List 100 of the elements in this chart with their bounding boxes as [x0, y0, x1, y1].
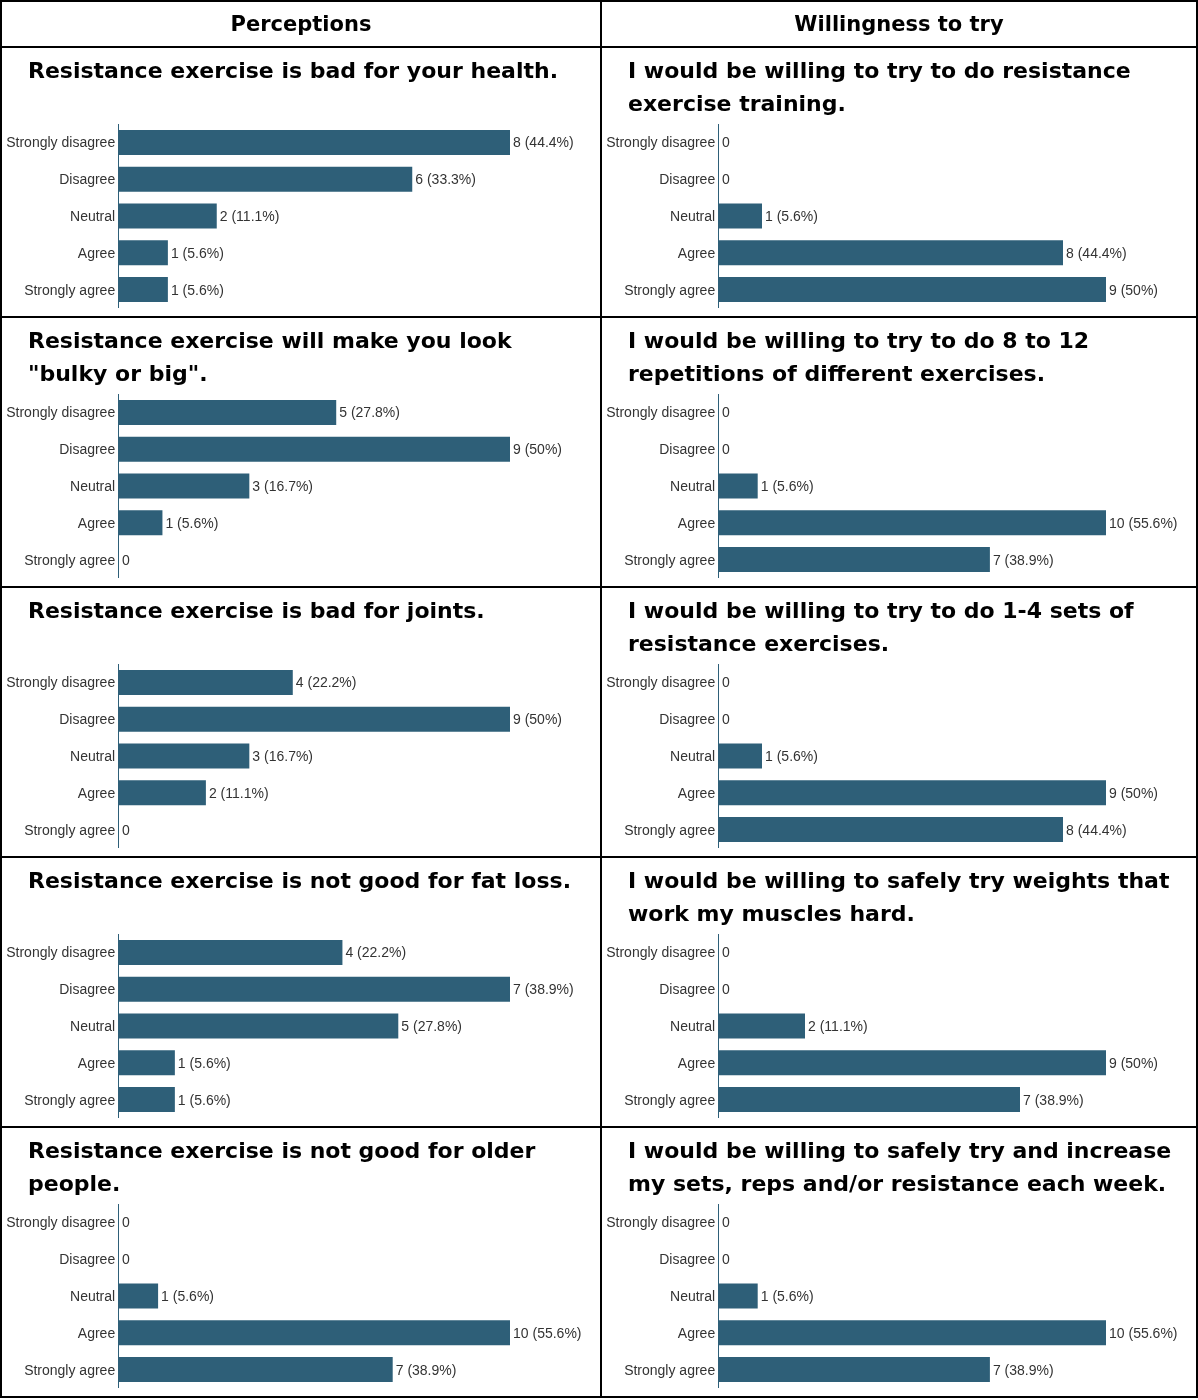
data-label: 3 (16.7%) — [252, 748, 314, 764]
y-tick-label: Agree — [77, 784, 116, 801]
y-tick-label: Strongly agree — [624, 551, 716, 568]
data-label: 1 (5.6%) — [177, 1091, 231, 1108]
y-tick-label: Strongly agree — [624, 281, 716, 298]
data-label: 4 (22.2%) — [345, 944, 407, 961]
y-tick-label: Disagree — [659, 1251, 716, 1268]
y-tick-label: Agree — [677, 1054, 716, 1071]
y-tick-label: Disagree — [659, 171, 716, 188]
y-tick-label: Neutral — [670, 207, 716, 224]
y-tick-label: Agree — [77, 514, 116, 531]
data-label: 1 (5.6%) — [760, 1288, 814, 1304]
data-label: 3 (16.7%) — [252, 478, 314, 494]
data-label: 8 (44.4%) — [1066, 244, 1127, 261]
y-tick-label: Strongly agree — [24, 551, 116, 568]
y-tick-label: Strongly disagree — [606, 674, 716, 691]
y-tick-label: Strongly disagree — [606, 404, 716, 421]
data-label: 0 — [722, 674, 730, 691]
data-label: 10 (55.6%) — [1109, 514, 1178, 531]
data-label: 1 (5.6%) — [165, 514, 219, 531]
chart-title: Resistance exercise is bad for joints. — [27, 597, 486, 625]
text: Willingness to try — [601, 1, 1197, 47]
y-tick-label: Strongly agree — [624, 821, 716, 838]
data-label: 0 — [722, 711, 730, 728]
y-tick-label: Strongly disagree — [6, 674, 116, 691]
data-label: 1 (5.6%) — [765, 208, 818, 224]
data-label: 0 — [722, 944, 730, 961]
chart-title: I would be willing to try to do 8 to 12 repetitions of different exercises. — [627, 327, 1091, 388]
data-label: 0 — [722, 1214, 730, 1231]
data-label: 10 (55.6%) — [1109, 1324, 1178, 1341]
chart-title: I would be willing to try to do resistance exercise training. — [627, 57, 1132, 118]
y-tick-label: Strongly disagree — [606, 944, 716, 961]
data-label: 2 (11.1%) — [808, 1018, 868, 1034]
data-label: 7 (38.9%) — [992, 1361, 1054, 1378]
data-label: 5 (27.8%) — [339, 404, 400, 421]
data-label: 0 — [722, 404, 730, 421]
y-tick-label: Disagree — [59, 171, 116, 188]
y-tick-label: Agree — [77, 244, 116, 261]
y-tick-label: Strongly agree — [624, 1091, 716, 1108]
y-tick-label: Strongly agree — [24, 1361, 116, 1378]
data-label: 1 (5.6%) — [765, 748, 818, 764]
data-label: 8 (44.4%) — [1066, 821, 1127, 838]
y-tick-label: Neutral — [70, 207, 116, 224]
data-label: 0 — [122, 1214, 130, 1231]
y-tick-label: Strongly agree — [24, 1091, 116, 1108]
data-label: 9 (50%) — [513, 711, 563, 728]
data-label: 5 (27.8%) — [401, 1018, 462, 1034]
y-tick-label: Neutral — [670, 1017, 716, 1034]
data-label: 9 (50%) — [1109, 784, 1159, 801]
y-tick-label: Neutral — [670, 747, 716, 764]
y-tick-label: Disagree — [59, 981, 116, 998]
y-tick-label: Disagree — [59, 441, 116, 458]
data-label: 9 (50%) — [1109, 1054, 1159, 1071]
y-tick-label: Disagree — [59, 1251, 116, 1268]
data-label: 1 (5.6%) — [760, 478, 814, 494]
data-label: 10 (55.6%) — [513, 1324, 582, 1341]
y-tick-label: Strongly agree — [624, 1361, 716, 1378]
y-tick-label: Strongly disagree — [6, 404, 116, 421]
data-label: 0 — [122, 1251, 130, 1268]
data-label: 7 (38.9%) — [513, 981, 574, 998]
chart-title: Resistance exercise is not good for older people. — [27, 1137, 537, 1198]
y-tick-label: Disagree — [659, 981, 716, 998]
data-label: 0 — [722, 981, 730, 998]
y-tick-label: Disagree — [659, 711, 716, 728]
y-tick-label: Disagree — [59, 711, 116, 728]
data-label: 9 (50%) — [1109, 281, 1159, 298]
y-tick-label: Strongly disagree — [6, 944, 116, 961]
text: Perceptions — [1, 1, 601, 47]
data-label: 7 (38.9%) — [395, 1361, 457, 1378]
y-tick-label: Neutral — [70, 1017, 116, 1034]
chart-title: Resistance exercise is bad for your health. — [27, 57, 559, 85]
chart-title: I would be willing to try to do 1-4 sets of resistance exercises. — [627, 597, 1135, 658]
data-label: 9 (50%) — [513, 441, 563, 458]
y-tick-label: Strongly agree — [24, 281, 116, 298]
y-tick-label: Agree — [677, 1324, 716, 1341]
y-tick-label: Neutral — [70, 1287, 116, 1304]
data-label: 2 (11.1%) — [219, 208, 280, 224]
y-tick-label: Strongly agree — [24, 821, 116, 838]
y-tick-label: Agree — [677, 514, 716, 531]
data-label: 0 — [122, 551, 130, 568]
data-label: 0 — [722, 134, 730, 151]
chart-title: I would be willing to safely try weights that work my muscles hard. — [627, 867, 1171, 928]
data-label: 0 — [722, 1251, 730, 1268]
data-label: 0 — [722, 171, 730, 188]
y-tick-label: Neutral — [70, 477, 116, 494]
data-label: 1 (5.6%) — [170, 244, 224, 261]
data-label: 0 — [722, 441, 730, 458]
data-label: 1 (5.6%) — [170, 281, 224, 298]
y-tick-label: Neutral — [70, 747, 116, 764]
data-label: 7 (38.9%) — [992, 551, 1054, 568]
data-label: 1 (5.6%) — [177, 1054, 231, 1071]
data-label: 4 (22.2%) — [295, 674, 357, 691]
y-tick-label: Strongly disagree — [6, 1214, 116, 1231]
data-label: 2 (11.1%) — [208, 784, 269, 801]
y-tick-label: Strongly disagree — [606, 1214, 716, 1231]
y-tick-label: Agree — [77, 1054, 116, 1071]
y-tick-label: Agree — [677, 244, 716, 261]
data-label: 7 (38.9%) — [1023, 1091, 1084, 1108]
chart-title: Resistance exercise is not good for fat loss. — [27, 867, 572, 895]
chart-title: Resistance exercise will make you look "bulky or big". — [27, 327, 513, 388]
